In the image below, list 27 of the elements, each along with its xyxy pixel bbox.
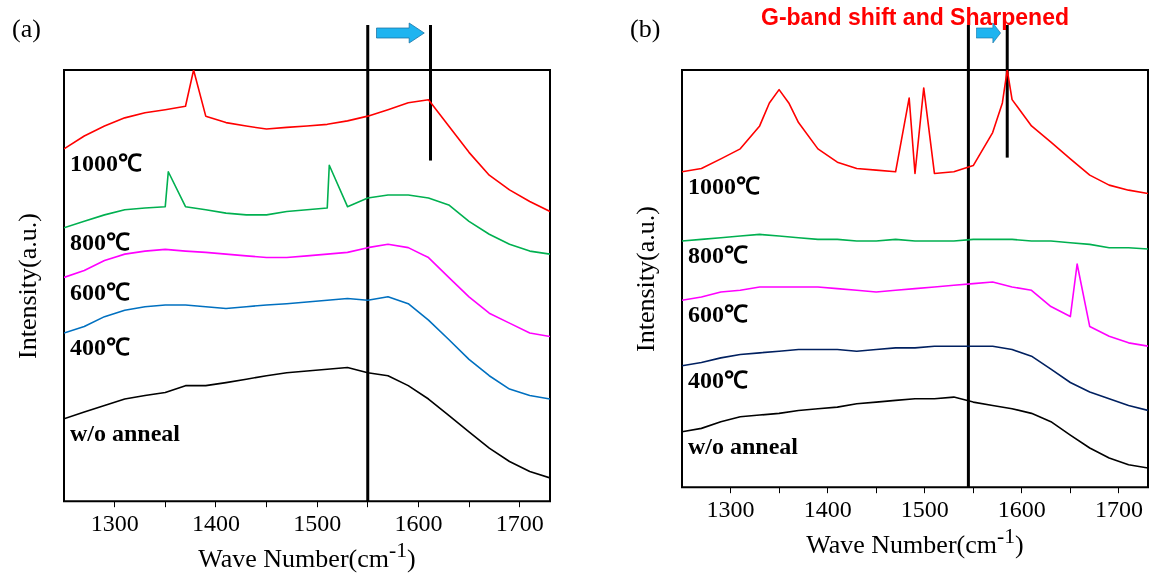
x-tick-label: 1600 <box>394 509 443 536</box>
y-axis-title: Intensity(a.u.) <box>631 204 661 354</box>
x-tick-label: 1300 <box>706 495 755 522</box>
series-label: 600℃ <box>688 301 748 328</box>
x-tick-label: 1600 <box>997 495 1046 522</box>
text: (b) <box>630 14 661 44</box>
x-tick-label: 1400 <box>803 495 852 522</box>
series-label: w/o anneal <box>688 432 799 459</box>
x-tick-label: 1700 <box>495 509 544 536</box>
x-tick-label: 1700 <box>1094 495 1143 522</box>
series-label: 400℃ <box>688 367 748 393</box>
series-label: 400℃ <box>70 334 130 361</box>
chart-title: G-band shift and Sharpened <box>760 4 1070 31</box>
x-tick-label: 1300 <box>90 509 139 536</box>
text: (a) <box>12 14 41 44</box>
x-tick-label: 1500 <box>900 495 949 522</box>
x-tick-label: 1500 <box>293 509 342 536</box>
series-label: 800℃ <box>688 242 748 269</box>
series-label: 600℃ <box>70 278 130 305</box>
series-label: 1000℃ <box>70 150 142 177</box>
x-axis-title: Wave Number(cm$^{-1}$) <box>805 523 1025 560</box>
series-label: 800℃ <box>70 229 130 256</box>
x-axis-title: Wave Number(cm$^{-1}$) <box>197 537 417 574</box>
series-label: w/o anneal <box>70 420 181 447</box>
y-axis-title: Intensity(a.u.) <box>13 211 43 361</box>
series-label: 1000℃ <box>688 173 760 199</box>
x-tick-label: 1400 <box>191 509 240 536</box>
